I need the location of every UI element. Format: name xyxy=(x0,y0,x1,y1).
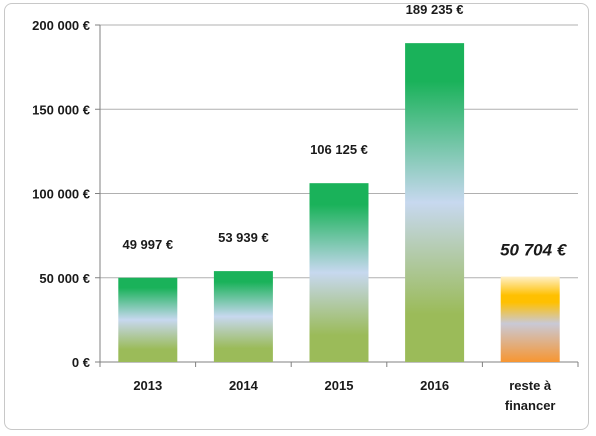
bar-2014 xyxy=(213,271,273,362)
y-tick-label: 100 000 € xyxy=(32,187,90,202)
bars xyxy=(118,43,560,362)
y-tick-label: 150 000 € xyxy=(32,102,90,117)
x-tick-label: 2016 xyxy=(420,378,449,393)
bar-2015 xyxy=(309,183,369,362)
data-label: 53 939 € xyxy=(218,230,269,245)
x-tick-labels: 2013 2014 2015 2016 reste à financer xyxy=(133,378,555,413)
bar-2016 xyxy=(405,43,465,362)
data-label: 49 997 € xyxy=(122,237,173,252)
x-tick-label: 2014 xyxy=(229,378,259,393)
data-label: 189 235 € xyxy=(406,2,464,17)
x-tick-label: financer xyxy=(505,398,556,413)
x-tick-label: 2015 xyxy=(325,378,354,393)
y-tick-label: 200 000 € xyxy=(32,18,90,33)
bar-reste-a-financer xyxy=(500,276,560,362)
data-labels: 49 997 € 53 939 € 106 125 € 189 235 € 50 704… xyxy=(122,2,567,259)
x-tick-label: reste à xyxy=(509,378,552,393)
data-label: 50 704 € xyxy=(500,241,568,260)
bar-2013 xyxy=(118,277,178,362)
y-tick-label: 0 € xyxy=(72,355,90,370)
y-tick-label: 50 000 € xyxy=(39,271,90,286)
y-tick-labels: 0 € 50 000 € 100 000 € 150 000 € 200 000 € xyxy=(32,18,90,370)
data-label: 106 125 € xyxy=(310,142,368,157)
chart-frame xyxy=(4,3,589,430)
x-tick-label: 2013 xyxy=(133,378,162,393)
